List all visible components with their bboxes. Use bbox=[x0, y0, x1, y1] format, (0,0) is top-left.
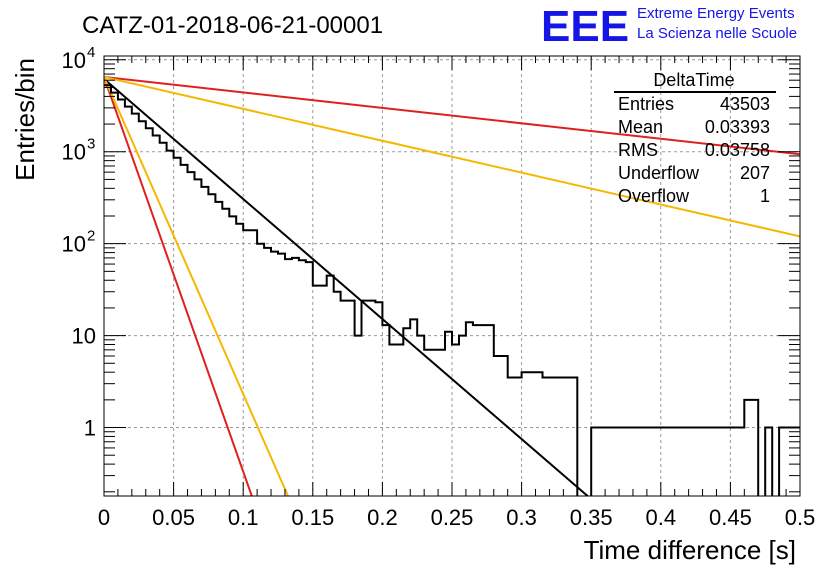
x-tick-label: 0.1 bbox=[228, 505, 259, 530]
y-tick-label: 10 bbox=[62, 140, 86, 165]
x-tick-label: 0.4 bbox=[646, 505, 677, 530]
stats-value: 0.03758 bbox=[705, 140, 770, 160]
y-tick-exponent: 2 bbox=[87, 228, 95, 245]
x-tick-label: 0.35 bbox=[570, 505, 613, 530]
x-tick-label: 0 bbox=[98, 505, 110, 530]
x-axis: 0 0.05 0.1 0.15 0.2 0.25 0.3 0.35 0.4 0.45 0.5 bbox=[98, 56, 815, 530]
stats-label: Overflow bbox=[618, 186, 690, 206]
y-tick-exponent: 4 bbox=[87, 44, 95, 61]
stats-value: 207 bbox=[740, 163, 770, 183]
fit-line-3 bbox=[104, 76, 800, 238]
stats-box: DeltaTime Entries 43503 Mean 0.03393 RMS 0.03… bbox=[614, 70, 776, 206]
x-tick-label: 0.05 bbox=[152, 505, 195, 530]
x-tick-label: 0.3 bbox=[506, 505, 537, 530]
fit-line-4 bbox=[104, 76, 253, 496]
stats-value: 43503 bbox=[720, 94, 770, 114]
y-tick-exponent: 3 bbox=[87, 136, 95, 153]
eee-logo: EEE Extreme Energy Events La Scienza nel… bbox=[541, 2, 797, 51]
stats-label: Underflow bbox=[618, 163, 700, 183]
y-axis-label: Entries/bin bbox=[10, 58, 40, 181]
y-tick-label: 10 bbox=[72, 324, 96, 349]
stats-name: DeltaTime bbox=[653, 70, 734, 90]
y-tick-label: 10 bbox=[62, 232, 86, 257]
stats-label: Entries bbox=[618, 94, 674, 114]
x-tick-label: 0.15 bbox=[291, 505, 334, 530]
logo-line-2: La Scienza nelle Scuole bbox=[637, 25, 797, 42]
stats-label: Mean bbox=[618, 117, 663, 137]
fit-line-5 bbox=[104, 76, 289, 496]
x-axis-label: Time difference [s] bbox=[584, 535, 796, 565]
logo-line-1: Extreme Energy Events bbox=[637, 5, 795, 22]
stats-label: RMS bbox=[618, 140, 658, 160]
x-tick-label: 0.25 bbox=[431, 505, 474, 530]
chart-title: CATZ-01-2018-06-21-00001 bbox=[82, 12, 383, 39]
fit-line-2 bbox=[104, 76, 800, 156]
x-tick-label: 0.5 bbox=[785, 505, 816, 530]
logo-letters: EEE bbox=[541, 2, 629, 51]
histogram-steps bbox=[104, 84, 800, 496]
y-tick-label: 1 bbox=[84, 416, 96, 441]
stats-value: 0.03393 bbox=[705, 117, 770, 137]
fit-line-1 bbox=[104, 78, 589, 496]
y-tick-label: 10 bbox=[62, 48, 86, 73]
stats-value: 1 bbox=[760, 186, 770, 206]
fit-lines bbox=[104, 76, 800, 496]
x-tick-label: 0.45 bbox=[709, 505, 752, 530]
x-tick-label: 0.2 bbox=[367, 505, 398, 530]
grid-lines bbox=[104, 56, 800, 496]
